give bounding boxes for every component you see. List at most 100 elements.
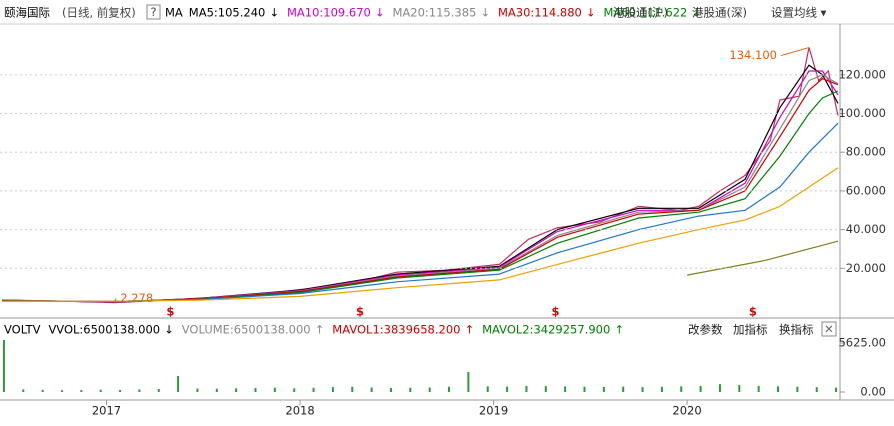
- close[interactable]: ✕: [824, 322, 834, 336]
- volume-bar: [564, 386, 567, 392]
- y-tick-label: 5625.00: [838, 336, 886, 350]
- volume-bar: [738, 385, 741, 392]
- volume-bar: [2, 340, 5, 392]
- volume-bar: [777, 386, 780, 392]
- tab[interactable]: 港股通(沪): [613, 6, 668, 20]
- annotation: 2.278: [120, 291, 153, 305]
- dividend-marker: $: [356, 305, 364, 319]
- volume-bar: [757, 385, 760, 392]
- y-tick-label: 100.000: [838, 106, 886, 120]
- volume-bar: [506, 386, 509, 392]
- vol-arrow: ↑: [315, 323, 325, 337]
- tab[interactable]: 港股通(深): [692, 6, 747, 20]
- volume-bar: [544, 386, 547, 392]
- volume-bar: [525, 385, 528, 392]
- volume-bar: [235, 388, 238, 392]
- annotation-arrow: [780, 47, 810, 57]
- volume-bar: [254, 388, 257, 392]
- price-plot: [1, 47, 839, 304]
- ma-arrow: ↓: [480, 6, 490, 20]
- volume-bar: [196, 388, 199, 392]
- ma-legend: MA5:105.240: [189, 6, 266, 20]
- volume-bar: [41, 389, 44, 392]
- ma-arrow: ↓: [269, 6, 279, 20]
- indicator-name: VOLTV: [4, 323, 41, 337]
- volume-bar: [138, 389, 141, 392]
- volume-bar: [22, 389, 25, 392]
- volume-bar: [177, 375, 180, 392]
- y-tick-label: 80.000: [846, 145, 886, 159]
- mode: (日线, 前复权): [62, 6, 136, 20]
- volume-bar: [467, 371, 470, 392]
- ma: MA: [165, 6, 183, 20]
- volume-bar: [215, 388, 218, 392]
- volume-bar: [99, 389, 102, 392]
- x-tick-label: 2018: [285, 404, 314, 418]
- volume-bar: [331, 387, 334, 392]
- help-box[interactable]: [146, 4, 161, 20]
- volume-bar: [796, 386, 799, 392]
- annotation: 134.100: [729, 48, 777, 62]
- volume-bar: [641, 387, 644, 392]
- x-tick-label: 2017: [92, 404, 121, 418]
- dividend-marker: $: [749, 305, 757, 319]
- vol-arrow: ↑: [464, 323, 474, 337]
- volume-bar: [699, 385, 702, 392]
- volume-bar: [409, 387, 412, 392]
- volume-bar: [718, 384, 721, 392]
- button[interactable]: 换指标: [779, 323, 814, 337]
- dividend-marker: $: [166, 305, 174, 319]
- line-series: [686, 240, 839, 276]
- stock-name: 颐海国际: [4, 6, 50, 20]
- volume-bar: [660, 386, 663, 392]
- tab[interactable]: 设置均线 ▾: [771, 6, 827, 20]
- ma-legend: MA60:111.622: [603, 6, 687, 20]
- ma-legend: MA20:115.385: [392, 6, 476, 20]
- volume-bar: [583, 386, 586, 392]
- volume-bar: [273, 387, 276, 392]
- volume-bar: [602, 386, 605, 392]
- ma-arrow: ↓: [375, 6, 385, 20]
- volume-bar: [835, 387, 838, 392]
- y-tick-label: 40.000: [846, 222, 886, 236]
- volume-bar: [680, 386, 683, 392]
- ma-legend: MA30:114.880: [498, 6, 582, 20]
- close-box[interactable]: [821, 321, 837, 337]
- x-tick-label: 2019: [479, 404, 508, 418]
- volume-bar: [312, 387, 315, 392]
- x-tick-label: 2020: [672, 404, 701, 418]
- ma-legend: MA10:109.670: [287, 6, 371, 20]
- vol-legend: MAVOL1:3839658.200: [332, 323, 460, 337]
- vol-legend: VOLUME:6500138.000: [182, 323, 311, 337]
- vol-legend: MAVOL2:3429257.900: [482, 323, 610, 337]
- volume-bar: [293, 388, 296, 392]
- volume-bar: [622, 386, 625, 392]
- dividend-marker: $: [551, 305, 559, 319]
- volume-bar: [448, 386, 451, 392]
- y-tick-label: 120.000: [838, 67, 886, 81]
- help[interactable]: ?: [150, 5, 156, 19]
- y-tick-label: 60.000: [846, 183, 886, 197]
- button[interactable]: 改参数: [688, 323, 723, 337]
- volume-bar: [815, 387, 818, 392]
- ma-arrow: ↓: [586, 6, 596, 20]
- volume-bar: [486, 386, 489, 392]
- volume-bar: [370, 387, 373, 392]
- volume-bar: [428, 387, 431, 392]
- y-tick-label: 0.00: [860, 385, 886, 399]
- volume-bar: [157, 388, 160, 392]
- vol-legend: VVOL:6500138.000: [48, 323, 160, 337]
- volume-bar: [351, 386, 354, 392]
- volume-bar: [389, 388, 392, 392]
- volume-bar: [60, 390, 63, 392]
- line-series: [2, 167, 839, 302]
- button[interactable]: 加指标: [733, 323, 768, 337]
- volume-bar: [119, 389, 122, 392]
- volume-bar: [80, 390, 83, 392]
- vol-arrow: ↑: [614, 323, 624, 337]
- vol-arrow: ↓: [164, 323, 174, 337]
- annotation-arrow: [113, 298, 117, 303]
- volume-plot: [2, 340, 838, 392]
